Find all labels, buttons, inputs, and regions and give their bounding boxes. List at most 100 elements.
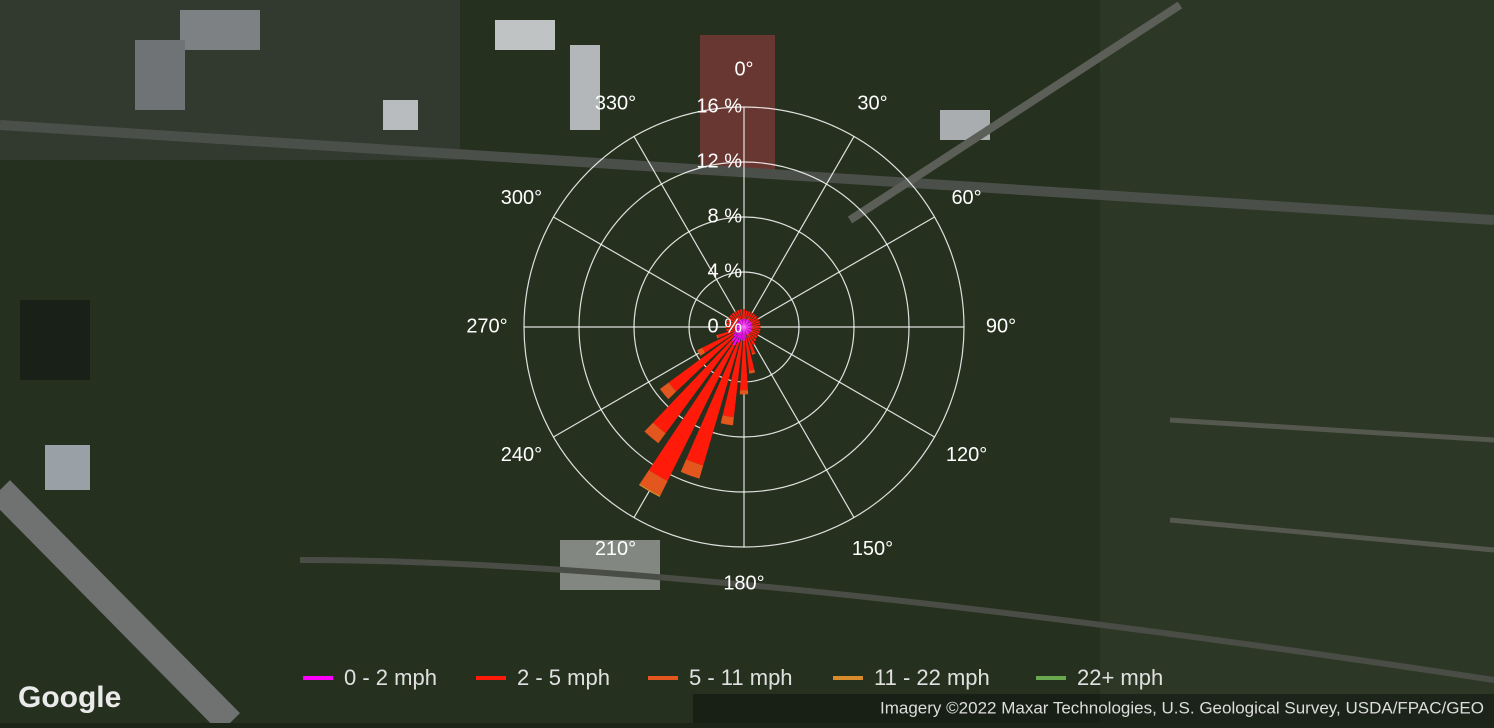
wind-bar-segment [744, 327, 747, 338]
angular-tick-label: 0° [734, 58, 753, 80]
radial-tick-label: 4 % [708, 260, 743, 282]
radial-tick-label: 8 % [708, 205, 743, 227]
wind-bar-segment [717, 329, 736, 339]
attribution: Imagery ©2022 Maxar Technologies, U.S. G… [880, 698, 1484, 717]
wind-bar-segment [644, 422, 666, 444]
radial-tick-label: 16 % [696, 95, 742, 117]
wind-bar-segment [652, 339, 734, 434]
wind-bar-segment [734, 327, 744, 334]
wind-bar-segment [744, 320, 750, 327]
radial-tick-label: 0 % [708, 315, 743, 337]
angular-tick-label: 120° [946, 444, 987, 466]
wind-bar-segment [736, 309, 742, 320]
wind-bar-segment [716, 334, 719, 339]
wind-bar-segment [722, 340, 743, 418]
wind-bar-segment [744, 327, 749, 335]
angular-tick-label: 150° [852, 538, 893, 560]
wind-bar-segment [745, 337, 755, 371]
attribution-bg [693, 694, 1494, 723]
wind-bar-segment [752, 325, 761, 329]
wind-bar-segment [748, 313, 756, 322]
wind-bar-segment [735, 327, 744, 329]
wind-bar-segment [668, 335, 735, 392]
wind-bar-segment [720, 415, 734, 426]
wind-bar-segment [638, 483, 661, 497]
wind-rose: 0 % 4 % 8 % 12 % 16 % 0° 30° 60° 90° 120° 150° 180°… [466, 58, 1016, 594]
wind-bar-segment [648, 344, 735, 481]
angular-tick-label: 90° [986, 315, 1016, 337]
wind-bar-segment [702, 331, 735, 353]
legend-label: 22+ mph [1077, 665, 1163, 690]
angular-grid-line [743, 136, 855, 328]
wind-bar-segment [639, 470, 668, 496]
wind-bar-segment [729, 314, 739, 323]
wind-bar-segment [742, 318, 744, 327]
angular-grid-line [743, 216, 935, 328]
wind-bar-segment [743, 318, 745, 327]
wind-bar-segment [752, 323, 761, 327]
wind-bar-segment [747, 333, 756, 346]
wind-bar-segment [726, 319, 737, 325]
wind-bar-segment [732, 327, 744, 346]
wind-bar-segment [736, 323, 744, 327]
wind-bar-segment [731, 312, 740, 322]
wind-bar-segment [744, 327, 748, 335]
legend: 0 - 2 mph 2 - 5 mph 5 - 11 mph 11 - 22 mph 2… [303, 665, 1163, 690]
wind-bar-segment [726, 325, 736, 329]
wind-bar-segment [751, 329, 760, 334]
wind-bar-segment [748, 369, 755, 374]
wind-bar-segment [751, 352, 756, 355]
wind-bar-segment [744, 322, 752, 327]
wind-bar-segment [686, 342, 740, 466]
legend-label: 0 - 2 mph [344, 665, 437, 690]
wind-bar-segment [744, 321, 751, 327]
wind-bar-segment [748, 332, 757, 342]
wind-bar-segment [750, 330, 759, 337]
angular-grid-line [743, 326, 935, 438]
wind-bar-segment [744, 319, 748, 327]
wind-bar-segment [697, 347, 706, 356]
angular-tick-label: 300° [501, 187, 542, 209]
wind-bar-segment [740, 340, 748, 391]
wind-bar-segment [739, 309, 744, 319]
wind-bar-segment [659, 382, 677, 400]
angular-grid-line [743, 326, 855, 518]
wind-bar-segment [749, 331, 758, 339]
google-logo: Google [18, 681, 121, 714]
wind-bar-segment [726, 322, 736, 327]
wind-bar-segment [740, 327, 744, 341]
wind-bar-segment [746, 311, 751, 320]
wind-bar-segment [734, 327, 744, 331]
wind-bar-segment [744, 318, 746, 327]
wind-bar-segment [738, 320, 744, 327]
angular-tick-label: 210° [595, 538, 636, 560]
wind-bar-segment [746, 334, 756, 354]
wind-bar-segment [737, 321, 744, 327]
wind-bar-segment [744, 325, 753, 327]
angular-grid-line [633, 136, 745, 328]
wind-bar-segment [726, 327, 736, 332]
wind-bar-segment [752, 327, 761, 331]
wind-bar-segment [731, 327, 744, 342]
wind-bar-segment [744, 327, 752, 332]
legend-label: 11 - 22 mph [874, 665, 990, 690]
wind-bar-segment [744, 310, 748, 319]
wind-bar-segment [743, 327, 745, 341]
wind-bar-segment [680, 459, 704, 479]
wind-bar-segment [739, 319, 744, 327]
wind-bar-segment [744, 323, 752, 327]
wind-bar-segment [744, 327, 751, 333]
wind-bar-segment [735, 325, 744, 327]
wind-bar-segment [750, 317, 759, 324]
wind-bar-segment [744, 327, 752, 331]
wind-bar-segment [736, 322, 744, 327]
angular-tick-label: 330° [595, 93, 636, 115]
wind-bar-segment [734, 310, 741, 321]
wind-bar-segment [744, 327, 750, 334]
radial-tick-label: 12 % [696, 150, 742, 172]
wind-bar-segment [742, 309, 746, 319]
wind-bar-segment [735, 326, 744, 328]
wind-bar-segment [751, 320, 760, 325]
